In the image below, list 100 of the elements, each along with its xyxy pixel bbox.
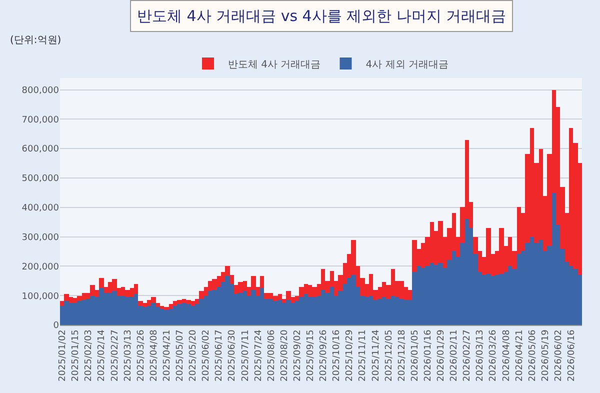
x-tick-label: 2026/01/29 bbox=[436, 329, 447, 382]
x-tick-label: 2026/04/08 bbox=[502, 329, 512, 382]
x-tick-label: 2026/04/21 bbox=[514, 330, 525, 382]
x-tick-label: 2025/04/08 bbox=[149, 329, 160, 382]
x-tick-label: 2026/03/26 bbox=[488, 329, 499, 382]
bar bbox=[486, 274, 491, 325]
x-tick-label: 2025/05/07 bbox=[176, 330, 186, 382]
x-tick-label: 2025/05/20 bbox=[188, 329, 199, 382]
bar bbox=[299, 287, 304, 297]
y-tick-label: 600,000 bbox=[22, 144, 60, 155]
bar bbox=[351, 275, 356, 325]
bar bbox=[273, 296, 278, 301]
x-tick-label: 2025/02/14 bbox=[97, 329, 108, 382]
x-tick-label: 2025/01/02 bbox=[58, 330, 68, 382]
x-tick-label: 2025/07/11 bbox=[240, 330, 251, 382]
x-tick-label: 2025/12/05 bbox=[384, 330, 394, 382]
bar bbox=[164, 307, 169, 310]
y-tick-label: 300,000 bbox=[22, 232, 60, 243]
bar bbox=[151, 303, 156, 325]
bar bbox=[177, 304, 182, 325]
bar bbox=[238, 293, 243, 325]
bar bbox=[90, 296, 95, 325]
bar bbox=[177, 300, 182, 304]
x-tick-label: 2025/06/02 bbox=[202, 330, 212, 382]
x-tick-label: 2025/01/15 bbox=[71, 330, 82, 382]
y-tick-label: 400,000 bbox=[22, 204, 60, 214]
x-tick-label: 2025/08/20 bbox=[280, 329, 290, 382]
x-tick-label: 2026/01/16 bbox=[424, 329, 434, 382]
bar bbox=[164, 310, 169, 325]
x-tick-label: 2025/04/21 bbox=[162, 330, 172, 382]
x-tick-label: 2025/11/24 bbox=[371, 329, 382, 382]
x-tick-label: 2026/05/06 bbox=[528, 329, 538, 382]
bar bbox=[64, 301, 69, 325]
legend-label: 반도체 4사 거래대금 bbox=[228, 59, 321, 70]
text: (단위:억원) bbox=[10, 35, 62, 46]
bar bbox=[77, 296, 82, 301]
bar bbox=[312, 297, 317, 325]
bar bbox=[312, 287, 317, 297]
x-tick-label: 2026/05/19 bbox=[540, 329, 551, 382]
bar bbox=[238, 282, 243, 293]
bar bbox=[64, 294, 69, 301]
bar bbox=[125, 297, 130, 325]
bar bbox=[373, 300, 378, 325]
legend-label: 4사 제외 거래대금 bbox=[366, 59, 448, 70]
x-tick-label: 2026/06/02 bbox=[554, 330, 564, 382]
x-tick-label: 2025/08/06 bbox=[266, 329, 277, 382]
y-tick-label: 200,000 bbox=[22, 262, 60, 272]
bar bbox=[573, 269, 578, 325]
y-tick-label: 700,000 bbox=[22, 115, 60, 126]
y-tick-label: 800,000 bbox=[22, 86, 60, 96]
x-tick-label: 2025/09/26 bbox=[319, 329, 330, 382]
bar bbox=[273, 301, 278, 325]
y-tick-label: 100,000 bbox=[22, 292, 60, 302]
bar bbox=[412, 240, 417, 272]
bar bbox=[90, 285, 95, 296]
x-tick-label: 2026/02/27 bbox=[462, 330, 473, 382]
bar bbox=[286, 291, 291, 300]
bar bbox=[199, 299, 204, 325]
x-tick-label: 2026/03/13 bbox=[476, 330, 486, 382]
bar bbox=[212, 290, 217, 325]
y-tick-label: 500,000 bbox=[22, 174, 60, 184]
bar bbox=[60, 301, 64, 306]
x-tick-label: 2025/03/26 bbox=[136, 329, 146, 382]
bar bbox=[138, 301, 143, 306]
bar bbox=[199, 291, 204, 299]
bar bbox=[251, 290, 256, 325]
x-tick-label: 2025/02/27 bbox=[110, 330, 120, 382]
x-tick-label: 2025/06/17 bbox=[214, 330, 225, 382]
bar bbox=[112, 291, 117, 325]
bar bbox=[99, 288, 104, 325]
bar bbox=[156, 303, 160, 307]
bar bbox=[125, 290, 130, 297]
x-tick-label: 2025/03/13 bbox=[123, 330, 134, 382]
bar bbox=[386, 299, 391, 325]
bar bbox=[399, 281, 404, 299]
bar bbox=[486, 228, 491, 274]
x-tick-label: 2025/06/30 bbox=[228, 329, 238, 382]
bar bbox=[399, 299, 404, 325]
x-tick-label: 2026/02/11 bbox=[450, 330, 460, 382]
bar bbox=[499, 274, 504, 325]
bar bbox=[186, 300, 191, 304]
bar bbox=[225, 276, 230, 325]
bar bbox=[408, 290, 412, 300]
x-tick-label: 2026/06/16 bbox=[567, 329, 578, 382]
x-tick-label: 2026/01/05 bbox=[410, 330, 420, 382]
bar bbox=[286, 300, 291, 325]
bar bbox=[195, 299, 199, 304]
bar bbox=[134, 284, 138, 294]
x-tick-label: 2025/09/15 bbox=[306, 330, 316, 382]
x-tick-label: 2025/09/02 bbox=[293, 330, 304, 382]
x-tick-label: 2025/10/16 bbox=[332, 329, 342, 382]
bar bbox=[186, 304, 191, 325]
bar bbox=[299, 297, 304, 325]
chart-title: 반도체 4사 거래대금 vs 4사를 제외한 나머지 거래대금 bbox=[137, 7, 506, 25]
x-tick-label: 2025/02/03 bbox=[84, 330, 94, 382]
bar bbox=[77, 301, 82, 325]
bar bbox=[425, 266, 430, 325]
x-tick-label: 2025/11/11 bbox=[358, 330, 368, 382]
bar bbox=[264, 293, 269, 299]
x-tick-label: 2025/07/24 bbox=[254, 329, 264, 382]
